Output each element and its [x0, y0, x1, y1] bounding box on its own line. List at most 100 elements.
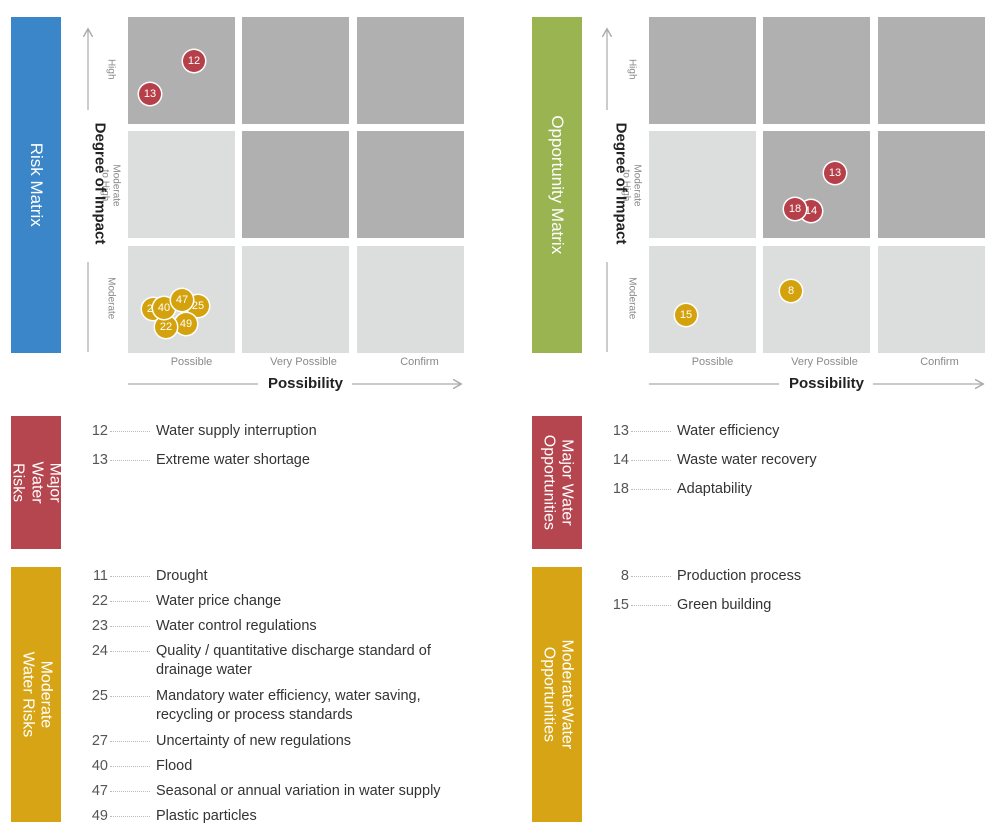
- list-item: 40 Flood: [88, 757, 476, 776]
- list-item: 11 Drought: [88, 567, 476, 586]
- list-item: 25 Mandatory water efficiency, water savi…: [88, 687, 476, 725]
- list-item: 14 Waste water recovery: [609, 451, 997, 470]
- leader-dots: [631, 596, 671, 606]
- risk-cell-mh-very-possible: [242, 131, 349, 238]
- major-opps-banner: Major Water Opportunities: [532, 416, 582, 549]
- list-item: 18 Adaptability: [609, 480, 997, 499]
- risk-cell-high-possible: [128, 17, 235, 124]
- item-text: Water supply interruption: [156, 423, 317, 439]
- risk-cell-high-confirm: [357, 17, 464, 124]
- major-opps-title-text: Major Water Opportunities: [540, 434, 576, 531]
- item-number: 11: [92, 568, 108, 584]
- item-number: 13: [91, 452, 108, 468]
- opp-cell-high-confirm: [878, 17, 985, 124]
- list-item: 49 Plastic particles: [88, 807, 476, 826]
- risk-cell-mh-confirm: [357, 131, 464, 238]
- list-item: 12 Water supply interruption: [88, 422, 476, 441]
- moderate-opps-title-text: ModerateWater Opportunities: [540, 639, 576, 750]
- opp-bubble-13: 13: [824, 162, 846, 184]
- leader-dots: [631, 451, 671, 461]
- leader-dots: [110, 757, 150, 767]
- risk-bubble-40: 40: [153, 297, 175, 319]
- opp-xlabel-very-possible: Very Possible: [791, 356, 858, 368]
- risk-xlabel-confirm: Confirm: [400, 356, 439, 368]
- item-number: 8: [620, 568, 629, 584]
- list-item: 23 Water control regulations: [88, 617, 476, 636]
- item-text: Production process: [677, 568, 802, 584]
- moderate-risks-title-text: Moderate Water Risks: [19, 651, 55, 738]
- item-text: Green building: [677, 597, 772, 613]
- item-number: 13: [612, 423, 629, 439]
- item-text: Seasonal or annual variation in water su…: [156, 783, 441, 799]
- item-number: 25: [91, 688, 108, 704]
- risk-bubble-12: 12: [183, 50, 205, 72]
- item-text: Flood: [156, 758, 193, 774]
- opp-bubble-8: 8: [780, 280, 802, 302]
- item-number: 24: [91, 643, 108, 659]
- opp-x-axis-title: Possibility: [789, 375, 865, 392]
- opp-cell-high-very-possible: [763, 17, 870, 124]
- leader-dots: [110, 451, 150, 461]
- item-text: Plastic particles: [156, 808, 257, 824]
- risk-cell-high-very-possible: [242, 17, 349, 124]
- item-number: 22: [91, 593, 108, 609]
- opp-bubble-18: 18: [784, 198, 806, 220]
- major-risks-title: Major Water Risks: [8, 442, 64, 522]
- risk-cell-mod-confirm: [357, 246, 464, 353]
- risk-cell-mod-very-possible: [242, 246, 349, 353]
- opp-xlabel-confirm: Confirm: [920, 356, 959, 368]
- opp-cell-mod-possible: [649, 246, 756, 353]
- leader-dots: [631, 422, 671, 432]
- item-text: Adaptability: [677, 481, 752, 497]
- item-text: Water efficiency: [677, 423, 780, 439]
- moderate-risks-title: Moderate Water Risks: [18, 645, 55, 745]
- list-item: 13 Extreme water shortage: [88, 451, 476, 470]
- item-number: 12: [91, 423, 108, 439]
- list-item: 13 Water efficiency: [609, 422, 997, 441]
- leader-dots: [110, 422, 150, 432]
- moderate-risks-banner: Moderate Water Risks: [11, 567, 61, 822]
- leader-dots: [110, 642, 150, 652]
- risk-matrix-banner: Risk Matrix: [11, 17, 61, 353]
- opp-cell-mod-confirm: [878, 246, 985, 353]
- item-number: 49: [91, 808, 108, 824]
- major-risks-banner: Major Water Risks: [8, 416, 64, 549]
- list-item: 15 Green building: [609, 596, 997, 615]
- leader-dots: [631, 567, 671, 577]
- risk-bubble-49: 49: [175, 313, 197, 335]
- leader-dots: [110, 687, 150, 697]
- opp-bubble-15: 15: [675, 304, 697, 326]
- list-item: 22 Water price change: [88, 592, 476, 611]
- opp-cell-mod-very-possible: [763, 246, 870, 353]
- leader-dots: [110, 617, 150, 627]
- opp-xlabel-possible: Possible: [691, 356, 734, 368]
- item-number: 23: [91, 618, 108, 634]
- moderate-opps-title: ModerateWater Opportunities: [539, 635, 576, 755]
- list-item: 24 Quality / quantitative discharge stand…: [88, 642, 476, 680]
- risk-xlabel-very-possible: Very Possible: [270, 356, 337, 368]
- item-text: Water price change: [156, 593, 282, 609]
- opportunity-matrix-banner: Opportunity Matrix: [532, 17, 582, 353]
- item-number: 18: [612, 481, 629, 497]
- item-text: Waste water recovery: [677, 452, 817, 468]
- item-number: 14: [612, 452, 629, 468]
- leader-dots: [110, 807, 150, 817]
- list-item: 27 Uncertainty of new regulations: [88, 732, 476, 751]
- opp-cell-high-possible: [649, 17, 756, 124]
- item-number: 40: [91, 758, 108, 774]
- risk-bubble-13: 13: [139, 83, 161, 105]
- leader-dots: [631, 480, 671, 490]
- major-risks-title-text: Major Water Risks: [9, 461, 64, 504]
- leader-dots: [110, 782, 150, 792]
- item-text: Mandatory water efficiency, water saving…: [156, 688, 421, 723]
- leader-dots: [110, 732, 150, 742]
- opp-cell-mh-possible: [649, 131, 756, 238]
- item-number: 47: [91, 783, 108, 799]
- item-text: Water control regulations: [156, 618, 317, 634]
- item-text: Quality / quantitative discharge standar…: [156, 643, 431, 678]
- risk-xlabel-possible: Possible: [170, 356, 213, 368]
- list-item: 8 Production process: [609, 567, 997, 586]
- risk-bubble-47: 47: [171, 289, 193, 311]
- opp-cell-mh-confirm: [878, 131, 985, 238]
